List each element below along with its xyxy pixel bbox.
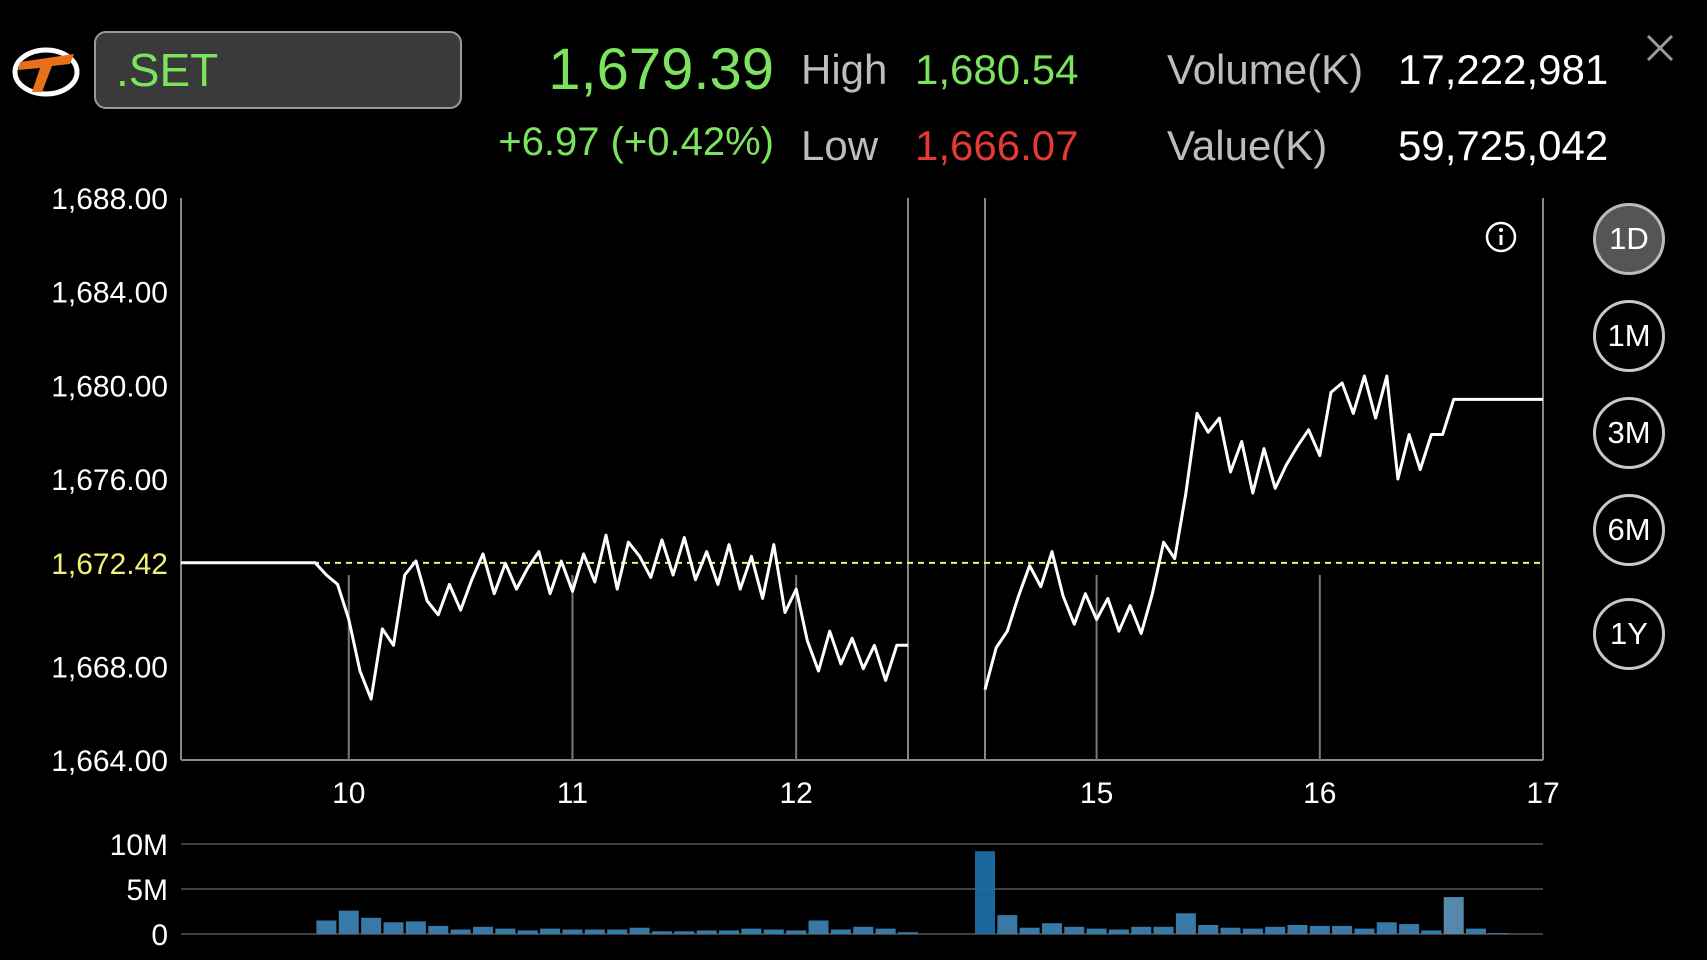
y-tick-label: 1,688.00	[51, 183, 168, 216]
period-button-6m[interactable]: 6M	[1593, 494, 1665, 566]
x-tick-label: 12	[779, 777, 812, 810]
high-label: High	[801, 46, 888, 93]
volume-bar	[1108, 929, 1129, 934]
volume-y-axis: 10M 5M 0	[110, 829, 168, 952]
volume-value: 17,222,981	[1398, 46, 1609, 93]
price-series	[181, 374, 1543, 701]
y-tick-label: 1,668.00	[51, 651, 168, 684]
volume-bar	[875, 928, 896, 934]
volume-bar	[405, 921, 426, 934]
volume-series	[316, 851, 1509, 935]
volume-bar	[1309, 925, 1330, 934]
volume-bar	[607, 929, 628, 934]
volume-bar	[1287, 925, 1308, 934]
volume-bar	[1198, 925, 1219, 934]
volume-bar	[338, 910, 359, 934]
y-tick-label: 1,676.00	[51, 464, 168, 497]
volume-bar	[1019, 927, 1040, 934]
volume-bar	[472, 926, 493, 934]
volume-bar	[1488, 933, 1509, 935]
volume-y-tick-label: 10M	[110, 829, 168, 862]
volume-y-tick-label: 0	[151, 919, 168, 952]
symbol-text: .SET	[116, 44, 219, 96]
low-value: 1,666.07	[915, 122, 1079, 169]
volume-bar	[808, 920, 829, 934]
volume-bar	[428, 925, 449, 934]
value-value: 59,725,042	[1398, 122, 1609, 169]
volume-bar	[1443, 897, 1464, 934]
volume-y-tick-label: 5M	[126, 874, 168, 907]
volume-bar	[450, 929, 471, 934]
y-tick-label: 1,684.00	[51, 277, 168, 310]
close-icon[interactable]	[1640, 28, 1680, 68]
symbol-search-box[interactable]: .SET	[94, 31, 462, 109]
volume-bar	[1421, 930, 1442, 934]
y-tick-label: 1,680.00	[51, 370, 168, 403]
price-change: +6.97 (+0.42%)	[498, 120, 774, 164]
volume-bar	[1064, 926, 1085, 934]
volume-bar	[786, 930, 807, 934]
x-tick-label: 11	[557, 777, 588, 810]
low-label: Low	[801, 122, 879, 169]
last-price: 1,679.39	[548, 37, 774, 102]
volume-bar	[584, 929, 605, 934]
reference-tick-label: 1,672.42	[51, 548, 168, 581]
volume-bar	[651, 931, 672, 934]
volume-chart-grid	[181, 843, 1543, 935]
volume-bar	[719, 930, 740, 934]
info-icon[interactable]	[1484, 220, 1518, 254]
volume-bar	[517, 930, 538, 934]
volume-bar	[1220, 927, 1241, 934]
volume-bar	[1175, 913, 1196, 934]
period-button-3m[interactable]: 3M	[1593, 397, 1665, 469]
volume-bar	[1041, 923, 1062, 934]
volume-bar	[1354, 928, 1375, 934]
volume-bar	[1466, 928, 1487, 934]
x-tick-label: 17	[1526, 777, 1559, 810]
y-tick-label: 1,664.00	[51, 745, 168, 778]
volume-bar	[361, 917, 382, 934]
x-tick-label: 10	[332, 777, 365, 810]
volume-bar	[1242, 928, 1263, 934]
volume-bar	[763, 929, 784, 934]
volume-bar	[898, 932, 918, 934]
volume-bar	[975, 851, 995, 934]
period-button-1y[interactable]: 1Y	[1593, 598, 1665, 670]
volume-bar	[830, 929, 851, 934]
volume-bar	[540, 928, 561, 934]
volume-bar	[1332, 925, 1353, 934]
volume-bar	[741, 928, 762, 934]
volume-bar	[1131, 926, 1152, 934]
period-button-1m[interactable]: 1M	[1593, 300, 1665, 372]
volume-bar	[495, 928, 516, 934]
volume-bar	[1086, 928, 1107, 934]
volume-bar	[629, 927, 650, 934]
broker-logo-icon	[12, 47, 80, 97]
price-line-segment	[181, 533, 908, 701]
value-label: Value(K)	[1167, 122, 1328, 169]
volume-bar	[1265, 926, 1286, 934]
volume-bar	[1153, 926, 1174, 934]
price-y-axis: 1,688.00 1,684.00 1,680.00 1,676.00 1,672.42…	[51, 183, 168, 778]
price-chart-grid	[180, 198, 1544, 761]
x-tick-label: 15	[1080, 777, 1113, 810]
volume-bar	[1376, 922, 1397, 934]
volume-bar	[1399, 924, 1420, 934]
volume-bar	[696, 930, 717, 934]
volume-bar	[674, 931, 695, 934]
volume-bar	[562, 929, 583, 934]
price-line-segment	[983, 374, 1543, 691]
x-tick-label: 16	[1303, 777, 1336, 810]
price-x-axis: 10 11 12 15 16 17	[332, 777, 1560, 810]
high-value: 1,680.54	[915, 46, 1079, 93]
volume-bar	[853, 926, 874, 934]
volume-label: Volume(K)	[1167, 46, 1364, 93]
period-button-1d[interactable]: 1D	[1593, 203, 1665, 275]
volume-bar	[997, 915, 1018, 934]
volume-bar	[383, 922, 404, 934]
volume-bar	[316, 920, 337, 934]
